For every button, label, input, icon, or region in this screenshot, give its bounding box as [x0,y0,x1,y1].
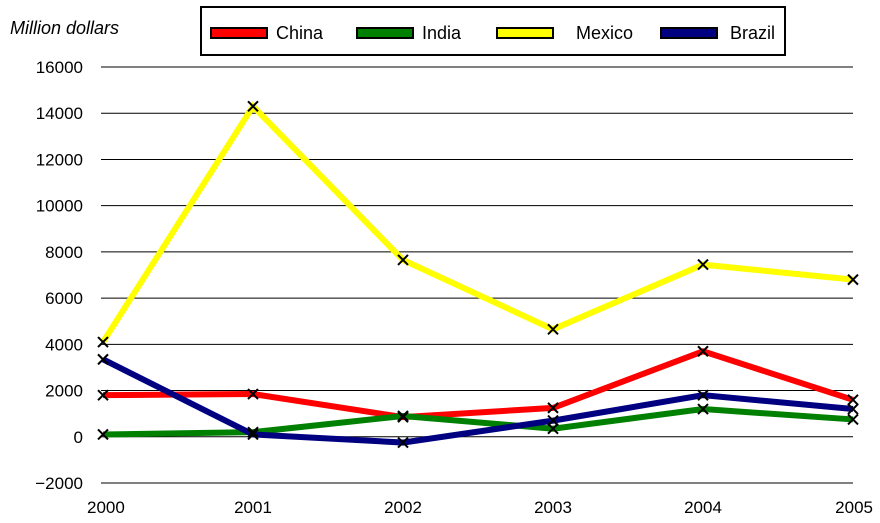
gridlines [101,66,853,484]
legend-label-brazil: Brazil [730,22,776,43]
series-lines [100,101,854,446]
series-line-mexico [100,101,854,344]
legend-swatch-china [210,27,268,39]
x-tick-label: 2003 [534,498,572,517]
legend-swatch-brazil [660,27,718,39]
legend-item-mexico: Mexico [496,22,633,44]
data-point-brazil [547,414,559,427]
data-point-mexico [97,336,109,348]
y-tick-label: −2000 [35,474,83,493]
y-tick-labels: −2000 0 2000 4000 6000 8000 10000 12000 14000 160… [35,58,83,493]
legend-swatch-india [356,27,414,39]
data-point-india [697,403,709,415]
data-point-mexico [697,258,709,271]
y-tick-label: 12000 [36,150,83,169]
x-tick-labels: 2000 2001 2002 2003 2004 2005 [87,498,873,517]
data-point-china [97,389,109,401]
data-point-mexico [247,100,259,112]
data-point-brazil [247,428,259,441]
y-axis-label: Million dollars [10,18,120,38]
legend-label-mexico: Mexico [576,22,634,43]
y-tick-label: 14000 [36,104,83,123]
legend-item-china: China [210,22,323,44]
data-point-mexico [397,254,409,266]
data-point-india [97,428,109,441]
legend-swatch-mexico [496,27,554,39]
legend: China India Mexico Brazil [200,6,786,56]
y-tick-label: 0 [74,428,83,447]
data-markers [97,100,859,449]
series-line-china [102,348,854,421]
data-point-india [847,413,859,426]
data-point-brazil [97,353,109,366]
data-point-brazil [397,436,409,449]
legend-label-china: China [276,22,324,43]
series-line-india [102,406,854,438]
y-tick-label: 8000 [45,243,83,262]
data-point-brazil [697,389,709,401]
series-line-brazil [101,356,854,446]
data-point-china [847,394,859,406]
x-tick-label: 2004 [684,498,722,517]
legend-label-india: India [422,22,462,43]
x-tick-label: 2005 [835,498,873,517]
data-point-brazil [847,403,859,415]
data-point-china [547,402,559,414]
data-point-india [247,426,259,438]
legend-item-india: India [356,22,461,44]
x-tick-label: 2000 [87,498,125,517]
data-point-india [547,422,559,435]
y-tick-label: 2000 [45,382,83,401]
y-tick-label: 10000 [36,197,83,216]
y-tick-label: 6000 [45,289,83,308]
legend-item-brazil: Brazil [660,22,775,44]
x-tick-label: 2001 [234,498,272,517]
data-point-china [697,345,709,357]
y-tick-label: 16000 [36,58,83,77]
data-point-china [247,388,259,400]
y-tick-label: 4000 [45,335,83,354]
data-point-mexico [547,323,559,336]
x-tick-label: 2002 [384,498,422,517]
data-point-mexico [847,273,859,286]
data-point-india [397,410,409,422]
